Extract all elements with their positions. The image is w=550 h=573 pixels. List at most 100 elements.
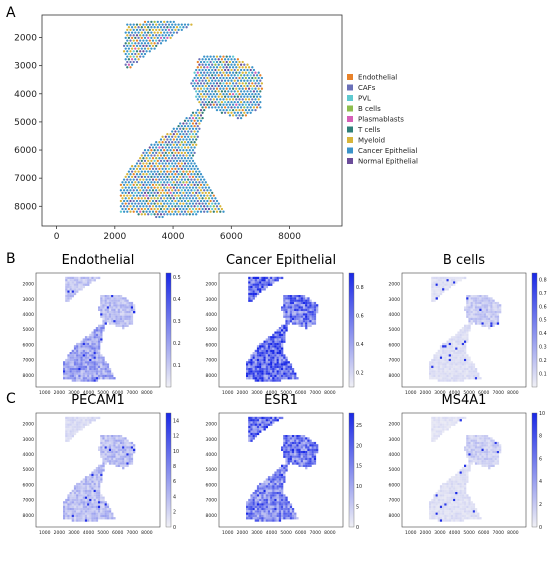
spot-1014 [201, 181, 204, 184]
colorbar-tick-6: 0.7 [539, 291, 547, 297]
heatmap-y-tick-0: 2000 [389, 282, 401, 288]
heatmap-x-tick-0: 1000 [405, 390, 417, 396]
heat-spot-145 [111, 444, 114, 447]
spot-1029 [161, 183, 164, 187]
heat-spot-441 [91, 498, 94, 502]
heat-spot-109 [490, 297, 493, 300]
spot-342 [231, 76, 235, 80]
heat-spot-333 [100, 340, 103, 343]
heat-spot-529 [472, 368, 476, 371]
heat-spot-203 [311, 311, 314, 314]
spot-111 [159, 36, 163, 40]
spot-1160 [121, 197, 124, 200]
heat-spot-460 [274, 361, 277, 364]
heat-spot-10 [270, 276, 273, 280]
heat-spot-26 [270, 279, 273, 282]
heat-spot-85 [466, 435, 469, 438]
heat-spot-24 [82, 419, 85, 422]
spot-317 [220, 74, 224, 77]
spot-457 [246, 90, 249, 93]
heat-spot-164 [481, 446, 484, 449]
spot-842 [177, 162, 180, 165]
spot-732 [158, 146, 161, 149]
heat-spot-37 [263, 281, 266, 284]
spot-96 [161, 34, 164, 37]
spot-1126 [201, 191, 204, 195]
heat-spot-8 [265, 276, 268, 280]
heat-spot-302 [274, 333, 277, 337]
heat-spot-569 [281, 512, 284, 515]
spot-1120 [182, 191, 185, 195]
heat-spot-570 [466, 372, 469, 375]
heat-spot-430 [67, 498, 70, 502]
heat-spot-102 [474, 297, 478, 300]
heat-spot-611 [272, 517, 275, 520]
heat-spot-34 [73, 281, 77, 284]
heat-spot-365 [274, 487, 277, 490]
heat-spot-443 [278, 498, 282, 502]
heat-spot-562 [448, 372, 451, 375]
heat-spot-227 [113, 315, 116, 318]
heat-spot-371 [442, 349, 445, 353]
heat-spot-189 [316, 308, 319, 311]
heat-spot-534 [69, 370, 72, 373]
heat-spot-85 [283, 435, 286, 438]
heat-spot-232 [490, 455, 493, 458]
heat-spot-263 [130, 320, 134, 323]
heatmap-x-tick-0: 1000 [222, 390, 234, 396]
heat-spot-175 [102, 308, 105, 311]
heat-spot-620 [474, 377, 478, 380]
heat-spot-108 [305, 297, 308, 300]
spot-64 [171, 28, 174, 32]
heat-spot-484 [100, 363, 103, 366]
heat-spot-495 [261, 365, 264, 368]
heat-spot-212 [479, 313, 482, 316]
heat-spot-112 [100, 299, 103, 302]
heat-spot-32 [435, 421, 438, 424]
heat-spot-334 [259, 342, 262, 346]
heat-spot-61 [265, 425, 268, 429]
spot-571 [230, 106, 233, 109]
heat-spot-565 [89, 512, 92, 515]
heat-spot-223 [104, 455, 107, 458]
spot-602 [223, 111, 227, 114]
heat-spot-216 [488, 453, 491, 456]
heat-spot-88 [472, 295, 476, 298]
heat-spot-208 [287, 453, 290, 456]
heat-spot-427 [283, 496, 286, 499]
heat-spot-410 [281, 494, 284, 497]
heat-spot-503 [278, 505, 282, 508]
heat-spot-276 [496, 322, 500, 325]
heat-spot-73 [254, 290, 257, 293]
heatmap-x-tick-1: 2000 [54, 390, 66, 396]
heat-spot-16 [431, 279, 434, 282]
heat-spot-184 [488, 448, 491, 451]
heat-spot-96 [67, 437, 70, 440]
heat-spot-6 [261, 416, 264, 420]
heat-spot-81 [248, 295, 251, 298]
spot-820 [166, 159, 169, 163]
spot-163 [129, 50, 132, 53]
heat-spot-604 [73, 377, 77, 380]
heat-spot-113 [285, 439, 288, 442]
spot-118 [135, 39, 139, 42]
heat-spot-505 [100, 505, 103, 508]
spot-892 [130, 170, 134, 173]
heat-spot-303 [93, 333, 96, 337]
heat-spot-381 [281, 489, 284, 493]
spot-908 [182, 170, 185, 173]
spot-1138 [145, 194, 148, 197]
heat-spot-122 [488, 299, 491, 302]
spot-532 [227, 100, 230, 104]
spot-634 [199, 119, 203, 122]
spot-703 [161, 141, 164, 144]
heat-spot-264 [468, 462, 471, 465]
heat-spot-174 [466, 308, 469, 311]
heat-spot-446 [102, 358, 105, 362]
heat-spot-177 [106, 308, 110, 311]
heat-spot-23 [446, 419, 449, 422]
spot-613 [196, 114, 199, 117]
heat-spot-312 [278, 336, 282, 339]
heat-spot-331 [278, 340, 282, 343]
spot-100 [124, 36, 127, 40]
